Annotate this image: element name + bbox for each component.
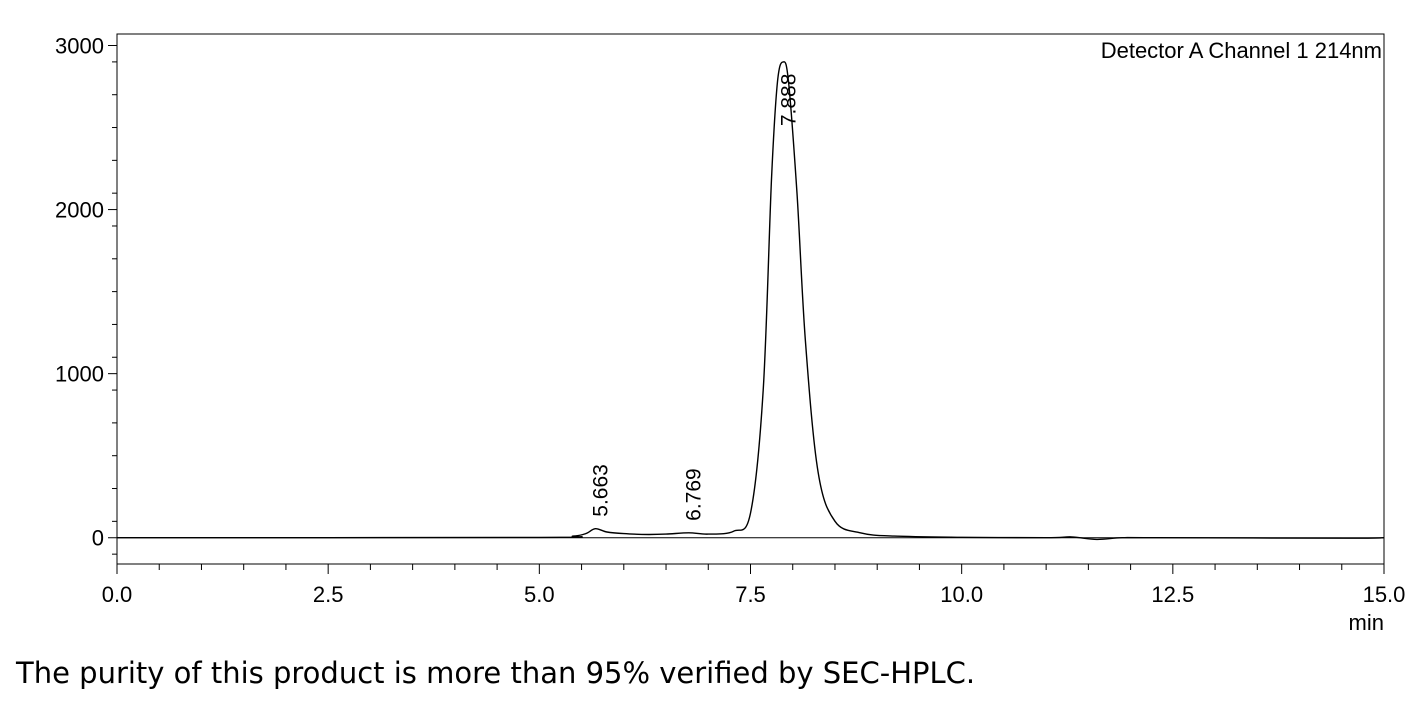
x-tick-label: 7.5 [735, 582, 766, 607]
x-tick-label: 10.0 [940, 582, 983, 607]
peak-label: 6.769 [683, 468, 706, 521]
series-line-detector-a [116, 61, 1385, 541]
y-tick-label: 0 [92, 526, 104, 551]
purity-caption: The purity of this product is more than … [16, 656, 976, 690]
x-tick-label: 2.5 [313, 582, 344, 607]
legend-label: Detector A Channel 1 214nm [1101, 38, 1382, 63]
x-axis-unit-label: min [1349, 610, 1384, 635]
x-axis: 0.0 2.5 5.0 7.5 10.0 12.5 15.0 [102, 564, 1406, 607]
x-tick-label: 5.0 [524, 582, 555, 607]
y-tick-label: 3000 [55, 33, 104, 58]
y-tick-label: 1000 [55, 362, 104, 387]
x-tick-label: 12.5 [1151, 582, 1194, 607]
peak-labels: 5.663 6.769 7.888 [589, 74, 800, 521]
y-tick-label: 2000 [55, 198, 104, 223]
x-tick-label: 0.0 [102, 582, 133, 607]
peak-label: 5.663 [589, 464, 612, 517]
chromatogram-chart: 0 1000 2000 3000 0.0 2.5 5.0 7.5 10.0 12.5 15.0 5… [55, 33, 1406, 635]
y-axis: 0 1000 2000 3000 [55, 33, 117, 555]
x-tick-label: 15.0 [1363, 582, 1406, 607]
plot-frame [116, 33, 1385, 565]
peak-label: 7.888 [777, 74, 800, 127]
